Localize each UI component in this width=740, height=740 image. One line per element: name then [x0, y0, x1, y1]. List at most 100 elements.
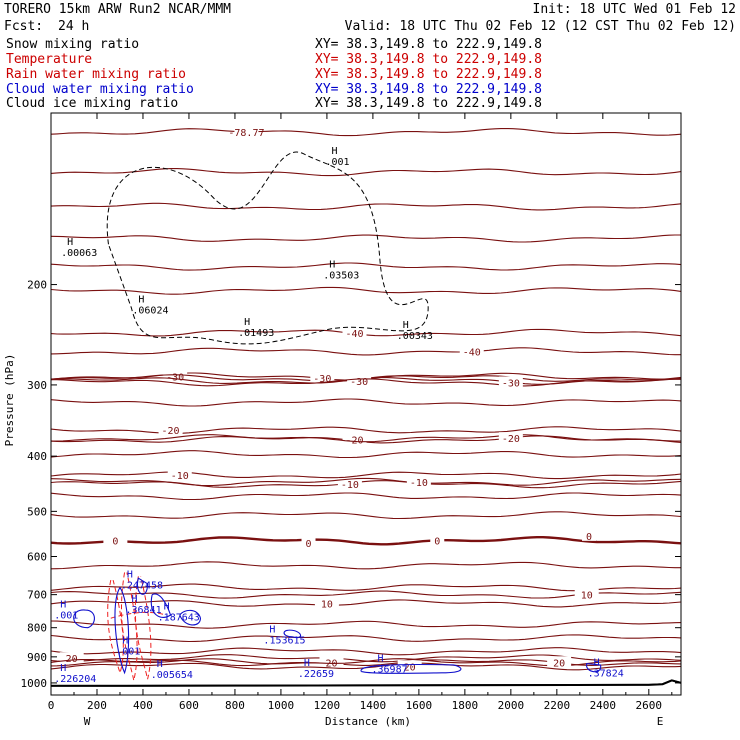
x-end-label-east: E	[657, 715, 664, 728]
temperature-contour	[51, 511, 681, 520]
temperature-contour	[51, 262, 681, 271]
cloud-water-contour	[360, 663, 462, 674]
header-valid: Valid: 18 UTC Thu 02 Feb 12 (12 CST Thu …	[345, 19, 736, 34]
maximum-h-marker: H	[131, 594, 137, 605]
y-tick-label: 800	[27, 622, 47, 635]
temperature-contour	[51, 647, 681, 656]
cloud-water-contour	[73, 609, 95, 629]
maximum-value-label: .03503	[323, 271, 359, 282]
cloud-water-contour	[136, 577, 149, 595]
temperature-contour	[51, 426, 681, 434]
maximum-value-label: .001	[326, 157, 350, 168]
temperature-contour	[51, 398, 681, 407]
temperature-label-bg	[310, 372, 335, 384]
temperature-label: -20	[162, 426, 180, 437]
header-model: TORERO 15km ARW Run2 NCAR/MMM	[4, 2, 231, 17]
temperature-label: -40	[463, 347, 481, 358]
y-tick-label: 300	[27, 379, 47, 392]
legend-name-rain: Rain water mixing ratio	[6, 67, 186, 82]
rain-water-contour	[134, 576, 152, 680]
temperature-label: 20	[404, 662, 416, 673]
legend-name-cloud-water: Cloud water mixing ratio	[6, 82, 194, 97]
maximum-h-marker: H	[403, 320, 409, 331]
maximum-value-label: .001	[54, 611, 78, 622]
temperature-contour	[51, 480, 681, 489]
terrain-fill	[51, 680, 681, 695]
temperature-contour	[51, 658, 681, 667]
maximum-h-marker: H	[122, 635, 128, 646]
legend-xy-cloud-ice: XY= 38.3,149.8 to 222.9,149.8	[315, 96, 542, 111]
temperature-contour	[51, 492, 681, 501]
x-tick-label: 200	[87, 699, 107, 712]
maximum-value-label: .36987	[371, 665, 407, 676]
temperature-label: -78.77	[228, 128, 264, 139]
temperature-label-bg	[459, 345, 484, 357]
temperature-label-bg	[103, 534, 128, 546]
x-end-label-west: W	[84, 715, 91, 728]
legend-xy-temperature: XY= 38.3,149.8 to 222.9,149.8	[315, 52, 542, 67]
y-tick-label: 400	[27, 450, 47, 463]
x-tick-label: 2600	[636, 699, 663, 712]
temperature-label-bg	[314, 597, 339, 609]
temperature-contour	[51, 202, 681, 211]
maximum-value-label: .001	[116, 646, 140, 657]
temperature-label-bg	[574, 588, 599, 600]
maximum-h-marker: H	[377, 654, 383, 665]
y-tick-label: 700	[27, 589, 47, 602]
temperature-label: -10	[410, 478, 428, 489]
temperature-contour	[51, 634, 681, 643]
maximum-value-label: .187643	[158, 612, 200, 623]
temperature-label-bg	[397, 660, 422, 672]
temperature-contour	[51, 471, 681, 480]
x-tick-label: 1200	[314, 699, 341, 712]
temperature-contour	[51, 286, 681, 295]
header-fcst-label: Fcst:	[4, 19, 43, 34]
rain-water-contour	[110, 611, 167, 619]
x-tick-label: 1000	[268, 699, 295, 712]
cloud-water-contour	[586, 663, 602, 673]
temperature-label-bg	[319, 656, 344, 668]
cloud-water-contour	[283, 629, 302, 639]
y-tick-label: 200	[27, 279, 47, 292]
temperature-contour	[51, 434, 681, 443]
temperature-label: -10	[171, 471, 189, 482]
temperature-label-bg	[158, 424, 183, 436]
temperature-label: 10	[321, 599, 333, 610]
temperature-label-bg	[342, 326, 367, 338]
rain-water-contour	[107, 579, 124, 675]
maximum-h-marker: H	[67, 237, 73, 248]
x-tick-label: 2200	[544, 699, 571, 712]
temperature-label: -30	[502, 378, 520, 389]
maximum-value-label: .36841	[125, 605, 161, 616]
legend-name-temperature: Temperature	[6, 52, 92, 67]
maximum-value-label: .005654	[151, 670, 193, 681]
temperature-contour	[51, 536, 681, 546]
temperature-label-bg	[337, 478, 362, 490]
y-axis-title: Pressure (hPa)	[3, 354, 16, 447]
temperature-label-bg	[342, 433, 367, 445]
temperature-contour	[51, 168, 681, 177]
temperature-contour	[51, 477, 681, 487]
x-tick-label: 800	[225, 699, 245, 712]
temperature-label: 0	[434, 537, 440, 548]
legend: Snow mixing ratio XY= 38.3,149.8 to 222.…	[6, 37, 542, 111]
maximum-value-label: .00063	[61, 248, 97, 259]
header-init: Init: 18 UTC Wed 01 Feb 12	[533, 2, 737, 17]
temperature-contour	[51, 561, 681, 570]
maximum-value-label: .00343	[397, 331, 433, 342]
maximum-h-marker: H	[329, 260, 335, 271]
maximum-h-marker: H	[60, 663, 66, 674]
cloud-water-contour	[114, 587, 130, 675]
plot-frame	[50, 112, 682, 696]
maximum-h-marker: H	[157, 659, 163, 670]
temperature-label: -40	[345, 329, 363, 340]
temperature-label: -30	[313, 374, 331, 385]
maximum-value-label: .37824	[588, 668, 624, 679]
legend-xy-cloud-water: XY= 38.3,149.8 to 222.9,149.8	[315, 82, 542, 97]
maximum-h-marker: H	[332, 146, 338, 157]
cloud-ice-contour	[106, 151, 429, 345]
temperature-contour	[51, 599, 681, 608]
maximum-h-marker: H	[269, 624, 275, 635]
header-fcst-value: 24 h	[58, 19, 89, 34]
x-tick-label: 600	[179, 699, 199, 712]
